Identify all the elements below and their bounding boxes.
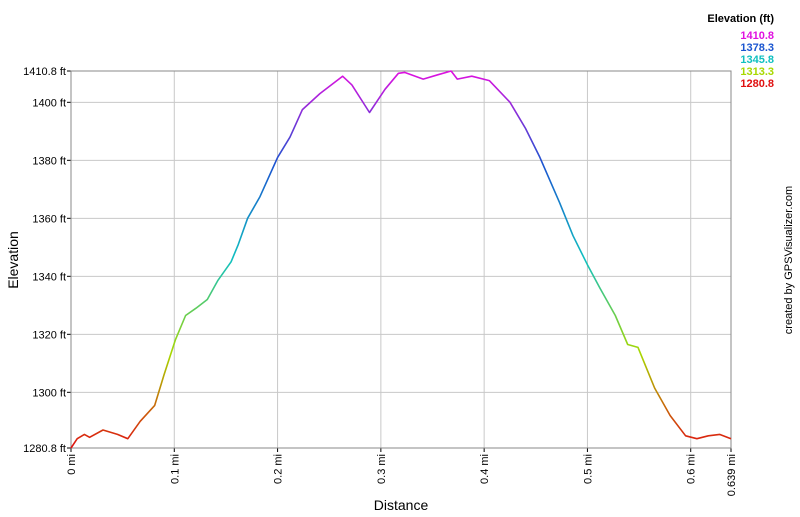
y-tick-label: 1360 ft — [32, 213, 66, 225]
x-axis-title: Distance — [374, 497, 429, 513]
elevation-line — [70, 70, 732, 449]
y-tick-label: 1380 ft — [32, 155, 66, 167]
x-tick-label: 0.5 mi — [582, 454, 594, 484]
x-tick-label: 0 mi — [66, 454, 78, 475]
y-tick-label: 1340 ft — [32, 271, 66, 283]
credit: created by GPSVisualizer.com — [783, 186, 795, 334]
plot-frame — [70, 70, 732, 449]
legend-value: 1313.3 — [740, 66, 774, 78]
x-tick-label: 0.6 mi — [686, 454, 698, 484]
legend-title: Elevation (ft) — [707, 13, 774, 25]
legend-value: 1410.8 — [740, 30, 774, 42]
y-axis-title: Elevation — [5, 231, 21, 289]
y-tick-label: 1400 ft — [32, 97, 66, 109]
legend-value: 1378.3 — [740, 42, 774, 54]
legend-value: 1280.8 — [740, 78, 774, 90]
x-tick-label: 0.639 mi — [726, 454, 738, 496]
x-tick-label: 0.2 mi — [273, 454, 285, 484]
y-tick-label: 1300 ft — [32, 387, 66, 399]
legend-value: 1345.8 — [740, 54, 774, 66]
x-tick-label: 0.3 mi — [376, 454, 388, 484]
y-tick-label: 1280.8 ft — [23, 443, 66, 455]
y-tick-label: 1410.8 ft — [23, 66, 66, 78]
y-tick-label: 1320 ft — [32, 329, 66, 341]
x-tick-label: 0.4 mi — [479, 454, 491, 484]
x-tick-label: 0.1 mi — [169, 454, 181, 484]
